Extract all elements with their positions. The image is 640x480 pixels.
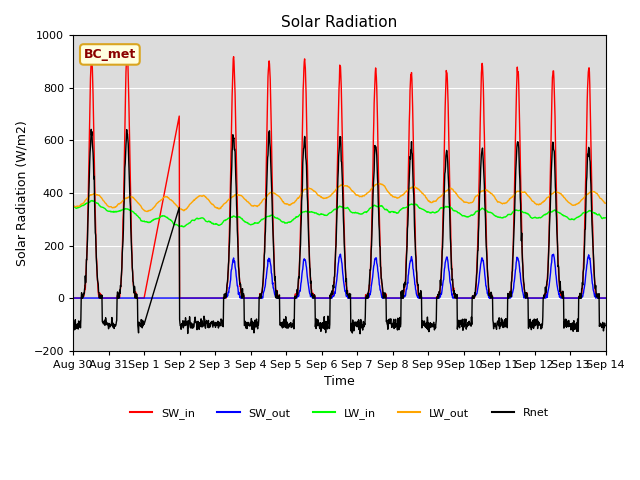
Y-axis label: Solar Radiation (W/m2): Solar Radiation (W/m2) bbox=[15, 120, 28, 266]
SW_in bbox=[175, 115, 182, 121]
SW_in bbox=[492, 295, 499, 301]
Rnet bbox=[539, 314, 547, 320]
LW_out bbox=[144, 209, 152, 215]
Rnet bbox=[188, 322, 196, 328]
X-axis label: Time: Time bbox=[324, 375, 355, 388]
Line: SW_in: SW_in bbox=[73, 52, 605, 298]
SW_out bbox=[188, 295, 195, 301]
SW_out bbox=[602, 295, 609, 301]
SW_in bbox=[188, 295, 196, 301]
Rnet bbox=[422, 320, 430, 326]
SW_out bbox=[539, 295, 547, 301]
LW_out bbox=[375, 181, 383, 187]
Rnet bbox=[356, 331, 364, 336]
LW_out bbox=[188, 200, 196, 205]
SW_out bbox=[492, 295, 499, 301]
LW_in bbox=[422, 209, 430, 215]
Rnet bbox=[492, 324, 500, 330]
LW_out bbox=[539, 199, 547, 205]
Line: LW_out: LW_out bbox=[73, 184, 605, 212]
LW_out bbox=[602, 200, 609, 206]
SW_out bbox=[247, 295, 255, 301]
Rnet bbox=[602, 323, 609, 329]
LW_in bbox=[539, 213, 547, 219]
LW_in bbox=[248, 221, 255, 227]
LW_in bbox=[602, 215, 609, 221]
Legend: SW_in, SW_out, LW_in, LW_out, Rnet: SW_in, SW_out, LW_in, LW_out, Rnet bbox=[125, 404, 553, 423]
SW_out bbox=[69, 295, 77, 301]
SW_in bbox=[602, 295, 609, 301]
LW_in bbox=[69, 203, 77, 209]
SW_in bbox=[422, 295, 430, 301]
LW_out bbox=[248, 203, 255, 208]
Line: Rnet: Rnet bbox=[73, 129, 605, 334]
LW_out bbox=[422, 195, 430, 201]
SW_in bbox=[124, 49, 131, 55]
Rnet bbox=[88, 126, 95, 132]
Rnet bbox=[69, 319, 77, 325]
LW_in bbox=[492, 214, 500, 219]
Line: LW_in: LW_in bbox=[73, 201, 605, 227]
LW_out bbox=[492, 196, 500, 202]
LW_in bbox=[180, 224, 188, 230]
Rnet bbox=[248, 316, 255, 322]
LW_out bbox=[69, 203, 77, 208]
LW_in bbox=[175, 224, 182, 229]
SW_out bbox=[337, 252, 344, 257]
LW_out bbox=[175, 206, 182, 212]
SW_out bbox=[422, 295, 430, 301]
SW_in bbox=[248, 295, 255, 301]
Title: Solar Radiation: Solar Radiation bbox=[281, 15, 397, 30]
SW_out bbox=[175, 295, 182, 301]
Text: BC_met: BC_met bbox=[84, 48, 136, 61]
LW_in bbox=[88, 198, 96, 204]
Rnet bbox=[175, 206, 182, 212]
LW_in bbox=[188, 217, 196, 223]
SW_in bbox=[69, 295, 77, 301]
Line: SW_out: SW_out bbox=[73, 254, 605, 298]
SW_in bbox=[539, 295, 547, 301]
